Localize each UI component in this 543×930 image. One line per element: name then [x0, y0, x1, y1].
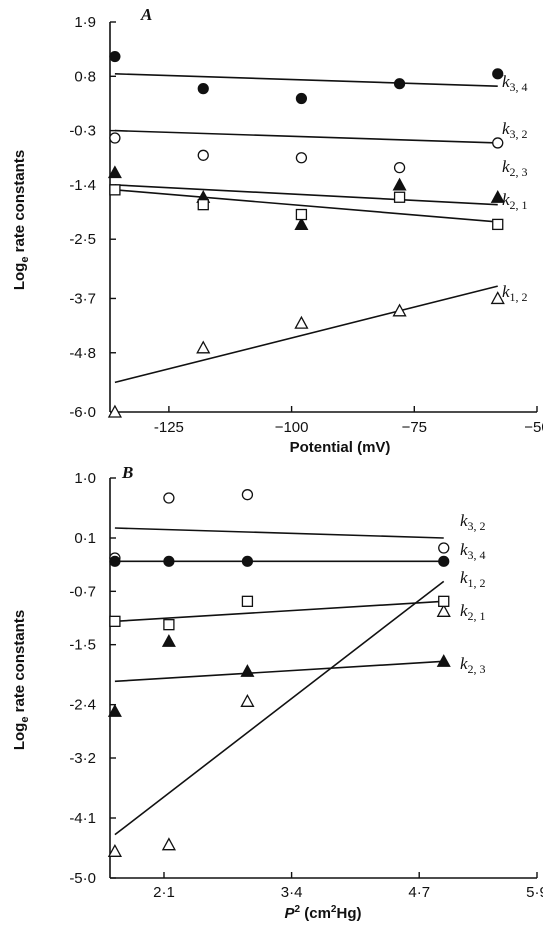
x-tick-label: −100	[275, 419, 309, 436]
x-tick-label: -125	[154, 419, 184, 436]
fit-line-k1-2	[114, 580, 445, 836]
data-point-k3-2	[197, 149, 209, 161]
data-point-k1-2	[161, 837, 176, 851]
data-point-k1-2	[490, 291, 505, 305]
fit-line-k1-2	[114, 285, 498, 384]
fit-line-k3-2	[114, 527, 444, 539]
series-label-k2-1: k2, 1	[460, 601, 486, 623]
y-tick-label: 0·1	[74, 530, 96, 547]
y-tick-label: -0·7	[69, 583, 96, 600]
data-point-k2-1	[393, 191, 406, 203]
series-label-k3-4: k3, 4	[502, 72, 528, 94]
x-tick-label: −50	[524, 419, 543, 436]
series-label-k3-4: k3, 4	[460, 540, 486, 562]
data-point-k1-2	[107, 404, 123, 418]
fit-line-k3-4	[114, 73, 498, 87]
x-tick-label: 3·4	[281, 884, 303, 901]
data-point-k3-2	[295, 152, 308, 164]
series-label-k2-1: k2, 1	[502, 190, 528, 212]
data-point-k2-1	[295, 208, 308, 221]
y-tick-label: -2·5	[69, 231, 96, 248]
y-tick-label: -4·1	[69, 810, 96, 827]
series-label-k2-3: k2, 3	[460, 654, 486, 676]
data-point-k3-2	[393, 161, 406, 174]
data-point-k3-4	[241, 555, 254, 567]
x-tick-label: 5·9	[526, 884, 543, 901]
y-tick-label: -0·3	[69, 123, 96, 140]
data-point-k2-3	[161, 634, 176, 647]
y-tick-label: -1·4	[69, 177, 96, 194]
data-point-k3-2	[163, 492, 175, 504]
data-point-k2-3	[436, 654, 451, 667]
y-tick-label: 0·8	[74, 68, 96, 85]
panel-b: 1·0 0·1 -0·7 -1·5 -2·4 -3·2 -4·1 -5·0 2·1 3·4 4·7 5…	[11, 463, 543, 922]
data-point-k3-4	[438, 555, 450, 567]
data-point-k3-2	[492, 137, 504, 149]
data-point-k3-4	[109, 555, 121, 567]
data-point-k1-2	[392, 303, 407, 317]
data-point-k2-3	[107, 165, 122, 179]
y-tick-label: -1·5	[69, 637, 96, 654]
data-point-k3-2	[438, 542, 450, 554]
y-axis-label: Loge rate constants	[11, 150, 31, 290]
series-label-k2-3: k2, 3	[502, 157, 528, 179]
fit-line-k2-3	[114, 660, 444, 683]
data-point-k1-2	[107, 843, 123, 857]
panel-label: B	[121, 463, 133, 482]
y-tick-label: -4·8	[69, 345, 96, 362]
data-point-k2-1	[163, 619, 175, 631]
data-point-k2-3	[240, 664, 255, 677]
y-tick-label: -5·0	[69, 870, 96, 887]
fit-line-k2-1	[114, 189, 498, 223]
data-point-k2-1	[197, 199, 209, 211]
data-point-k3-4	[197, 83, 209, 95]
fit-line-k2-1	[114, 600, 444, 623]
data-point-k2-3	[392, 177, 407, 191]
data-point-k2-3	[107, 704, 122, 717]
y-tick-label: -3·7	[69, 290, 96, 307]
data-point-k1-2	[436, 603, 451, 617]
series-label-k3-2: k3, 2	[502, 119, 528, 141]
data-point-k1-2	[196, 340, 211, 354]
panel-label: A	[140, 5, 152, 24]
data-point-k3-4	[492, 68, 504, 80]
data-point-k2-1	[109, 615, 121, 627]
data-point-k3-4	[295, 92, 308, 105]
fit-line-k2-3	[114, 184, 498, 206]
data-point-k1-2	[240, 693, 255, 707]
fit-line-k3-2	[114, 129, 498, 144]
data-point-k2-3	[490, 190, 505, 203]
y-tick-label: 1·9	[74, 14, 96, 31]
y-tick-label: -2·4	[69, 697, 96, 714]
y-tick-label: 1·0	[74, 470, 96, 487]
data-point-k2-3	[294, 217, 309, 231]
y-axis-label: Loge rate constants	[11, 610, 31, 750]
y-tick-label: -3·2	[69, 750, 96, 767]
series-label-k1-2: k1, 2	[460, 568, 486, 590]
x-axis-label: Potential (mV)	[290, 439, 391, 456]
data-point-k2-1	[241, 595, 254, 607]
panel-a: 1·9 0·8 -0·3 -1·4 -2·5 -3·7 -4·8 -6·0 -125 −100 −7…	[11, 5, 543, 456]
data-point-k2-1	[109, 184, 121, 196]
data-point-k3-2	[109, 132, 121, 144]
x-axis-label: P2 (cm2Hg)	[285, 904, 362, 922]
series-label-k1-2: k1, 2	[502, 282, 528, 304]
x-tick-label: 4·7	[408, 884, 430, 901]
data-point-k2-1	[438, 595, 450, 607]
data-point-k3-4	[393, 78, 406, 90]
x-tick-label: 2·1	[153, 884, 175, 901]
y-tick-label: -6·0	[69, 404, 96, 421]
series-label-k3-2: k3, 2	[460, 511, 486, 533]
data-point-k1-2	[294, 315, 309, 329]
data-point-k2-1	[492, 218, 504, 231]
data-point-k3-4	[163, 555, 175, 567]
x-tick-label: −75	[402, 419, 427, 436]
data-point-k3-2	[241, 489, 254, 501]
data-point-k3-4	[109, 50, 121, 63]
